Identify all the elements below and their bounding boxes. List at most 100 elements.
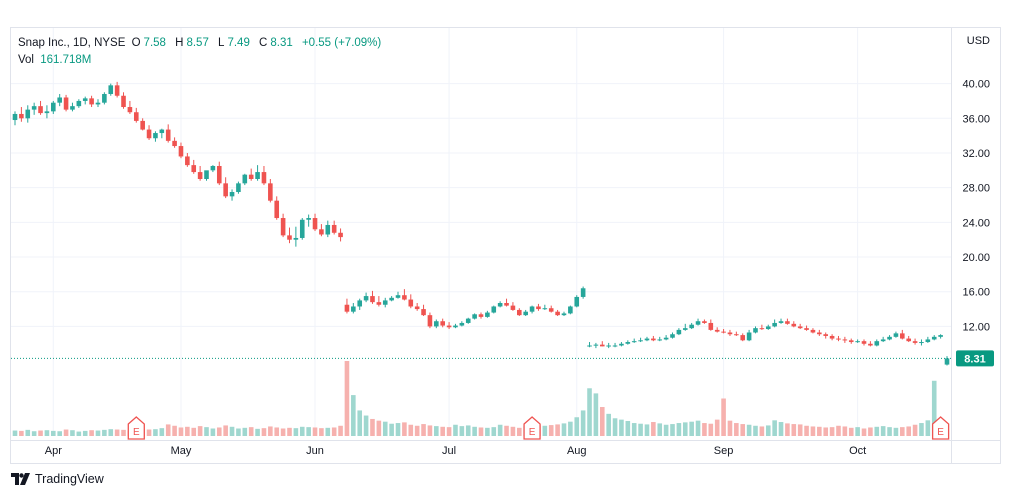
candle-body[interactable] xyxy=(178,146,184,157)
candle-body[interactable] xyxy=(753,328,758,333)
earnings-marker[interactable] xyxy=(127,416,145,440)
candle-body[interactable] xyxy=(325,224,331,235)
candle-body[interactable] xyxy=(165,129,171,141)
candle-body[interactable] xyxy=(606,345,611,347)
candle-body[interactable] xyxy=(63,97,69,110)
candle-body[interactable] xyxy=(887,336,892,340)
candle-body[interactable] xyxy=(504,303,509,306)
candle-body[interactable] xyxy=(657,339,663,341)
candle-body[interactable] xyxy=(102,94,107,103)
candle-body[interactable] xyxy=(236,183,241,193)
candle-body[interactable] xyxy=(580,288,586,297)
candle-body[interactable] xyxy=(89,98,94,105)
candle-body[interactable] xyxy=(12,113,18,121)
candle-body[interactable] xyxy=(344,304,350,312)
candle-body[interactable] xyxy=(555,311,560,316)
candle-body[interactable] xyxy=(299,219,305,238)
candle-body[interactable] xyxy=(261,172,267,184)
candle-body[interactable] xyxy=(465,318,471,323)
candle-body[interactable] xyxy=(593,344,599,346)
candle-body[interactable] xyxy=(434,321,439,327)
candle-body[interactable] xyxy=(459,322,465,326)
candle-body[interactable] xyxy=(740,335,746,341)
candle-body[interactable] xyxy=(127,107,133,113)
candle-body[interactable] xyxy=(587,345,592,347)
candle-body[interactable] xyxy=(510,305,516,310)
earnings-marker[interactable] xyxy=(523,416,541,440)
candle-body[interactable] xyxy=(363,296,369,301)
candle-body[interactable] xyxy=(70,106,75,110)
candle-body[interactable] xyxy=(153,133,158,139)
candle-body[interactable] xyxy=(414,306,420,310)
candle-body[interactable] xyxy=(682,328,688,330)
candle-body[interactable] xyxy=(338,232,343,238)
candle-body[interactable] xyxy=(727,332,733,335)
candle-body[interactable] xyxy=(133,112,139,121)
candle-body[interactable] xyxy=(19,113,24,119)
candle-body[interactable] xyxy=(280,218,286,236)
candle-body[interactable] xyxy=(51,102,56,112)
candle-body[interactable] xyxy=(108,85,114,95)
candle-body[interactable] xyxy=(57,97,62,103)
candle-body[interactable] xyxy=(402,295,407,300)
candle-body[interactable] xyxy=(370,296,375,303)
candle-body[interactable] xyxy=(893,333,899,337)
candle-body[interactable] xyxy=(536,306,541,310)
candle-body[interactable] xyxy=(561,313,567,316)
candle-body[interactable] xyxy=(836,338,841,340)
candle-body[interactable] xyxy=(478,314,484,317)
candle-body[interactable] xyxy=(548,308,554,312)
candle-body[interactable] xyxy=(306,218,311,220)
candle-body[interactable] xyxy=(746,332,752,341)
candle-body[interactable] xyxy=(440,321,445,326)
candle-body[interactable] xyxy=(721,331,726,333)
candle-body[interactable] xyxy=(619,343,624,346)
candle-body[interactable] xyxy=(931,336,937,340)
candle-body[interactable] xyxy=(312,218,318,230)
candle-body[interactable] xyxy=(485,312,490,317)
candle-body[interactable] xyxy=(185,156,190,166)
candle-body[interactable] xyxy=(676,329,682,335)
candle-body[interactable] xyxy=(714,329,720,332)
candle-body[interactable] xyxy=(670,334,675,338)
candle-body[interactable] xyxy=(242,174,248,184)
candle-body[interactable] xyxy=(765,326,771,330)
candle-body[interactable] xyxy=(82,98,88,101)
candle-body[interactable] xyxy=(708,322,714,330)
candle-body[interactable] xyxy=(255,172,260,180)
candle-body[interactable] xyxy=(248,174,254,180)
candle-body[interactable] xyxy=(523,311,528,316)
chart-frame[interactable]: 40.00 36.00 32.00 28.00 24.00 20.00 16.00 12.00… xyxy=(10,27,1001,464)
candle-body[interactable] xyxy=(663,337,669,340)
candle-body[interactable] xyxy=(357,300,363,307)
candle-body[interactable] xyxy=(172,140,177,147)
candle-body[interactable] xyxy=(778,321,784,323)
candle-body[interactable] xyxy=(427,315,433,327)
earnings-marker[interactable] xyxy=(931,416,950,440)
candle-body[interactable] xyxy=(944,358,950,365)
candle-body[interactable] xyxy=(759,328,765,330)
candle-body[interactable] xyxy=(491,306,497,313)
candle-body[interactable] xyxy=(197,172,203,180)
candle-body[interactable] xyxy=(842,339,848,341)
candle-body[interactable] xyxy=(829,335,835,339)
candle-body[interactable] xyxy=(319,229,324,235)
candle-body[interactable] xyxy=(268,183,273,201)
candle-body[interactable] xyxy=(823,334,829,336)
candle-body[interactable] xyxy=(114,85,120,96)
candle-body[interactable] xyxy=(382,300,388,305)
candle-body[interactable] xyxy=(906,338,911,342)
candle-body[interactable] xyxy=(542,308,548,310)
candle-body[interactable] xyxy=(631,341,637,343)
candle-body[interactable] xyxy=(919,342,924,344)
tradingview-attribution[interactable]: TradingView xyxy=(11,472,104,486)
candle-body[interactable] xyxy=(568,306,573,314)
candle-body[interactable] xyxy=(453,325,458,328)
candle-body[interactable] xyxy=(376,302,382,305)
candle-body[interactable] xyxy=(210,165,216,171)
candle-body[interactable] xyxy=(25,109,31,119)
candle-body[interactable] xyxy=(925,339,931,343)
candle-body[interactable] xyxy=(868,343,873,346)
candle-body[interactable] xyxy=(159,129,165,134)
candle-body[interactable] xyxy=(848,340,854,343)
